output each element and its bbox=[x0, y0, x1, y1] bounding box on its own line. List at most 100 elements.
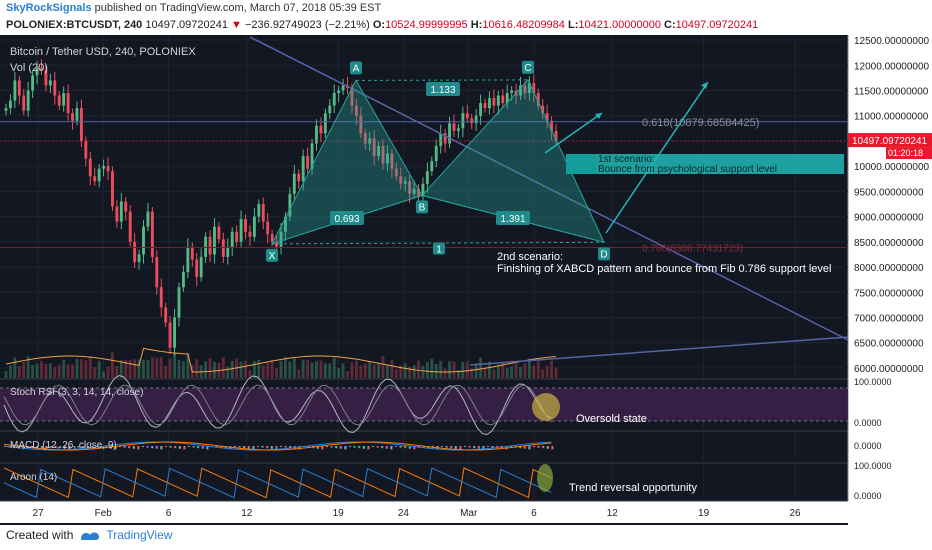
candle-body bbox=[461, 113, 465, 129]
candle-body bbox=[213, 226, 216, 255]
volume-bar bbox=[368, 361, 372, 378]
candle-body bbox=[323, 113, 327, 134]
macd-histogram-bar bbox=[395, 446, 397, 447]
candle-body bbox=[372, 138, 376, 157]
tradingview-link[interactable]: TradingView bbox=[79, 528, 172, 542]
candle-body bbox=[386, 153, 389, 164]
candle-body bbox=[26, 90, 30, 111]
candle-body bbox=[79, 108, 83, 141]
macd-histogram-bar bbox=[178, 446, 181, 449]
volume-bar bbox=[239, 361, 243, 378]
macd-histogram-bar bbox=[450, 446, 453, 449]
candle-body bbox=[102, 166, 106, 169]
x-tick-label: 6 bbox=[531, 508, 537, 519]
volume-bar bbox=[323, 363, 327, 378]
volume-bar bbox=[328, 363, 332, 378]
pattern-point-b: B bbox=[419, 202, 426, 213]
open-label: O: bbox=[372, 19, 386, 31]
candle-body bbox=[430, 161, 434, 172]
candle-body bbox=[119, 201, 123, 222]
macd-histogram-bar bbox=[381, 446, 384, 449]
candle-body bbox=[425, 171, 429, 184]
low-value: 10421.00000000 bbox=[578, 19, 661, 31]
trend-reversal-annotation: Trend reversal opportunity bbox=[569, 482, 697, 494]
volume-bar bbox=[244, 360, 247, 378]
volume-bar bbox=[319, 360, 323, 378]
candle-body bbox=[106, 166, 110, 172]
volume-bar bbox=[137, 359, 141, 378]
candle-body bbox=[319, 125, 323, 134]
macd-histogram-bar bbox=[353, 446, 356, 448]
volume-bar bbox=[341, 363, 345, 378]
stoch-k-line bbox=[3, 375, 552, 436]
volume-bar bbox=[492, 369, 496, 378]
candle-body bbox=[13, 80, 17, 101]
candle-body bbox=[270, 234, 274, 242]
macd-histogram-bar bbox=[50, 446, 52, 447]
aroon-up-line bbox=[3, 467, 552, 499]
x-tick-label: 12 bbox=[607, 508, 619, 519]
candle-body bbox=[244, 219, 247, 232]
volume-bar bbox=[545, 365, 549, 378]
candle-body bbox=[434, 145, 438, 162]
candle-body bbox=[354, 105, 358, 116]
candle-body bbox=[350, 87, 354, 106]
macd-histogram-bar bbox=[546, 446, 549, 449]
candle-body bbox=[439, 133, 443, 146]
pattern-xd-line bbox=[271, 241, 605, 245]
macd-histogram-bar bbox=[468, 446, 471, 448]
volume-bar bbox=[514, 361, 518, 378]
volume-bar bbox=[186, 353, 190, 378]
candle-body bbox=[310, 143, 314, 169]
candle-body bbox=[235, 231, 239, 242]
candle-body bbox=[155, 256, 159, 288]
candle-body bbox=[417, 188, 420, 197]
macd-histogram-bar bbox=[114, 446, 117, 450]
pattern-point-a: A bbox=[353, 63, 360, 74]
candle-body bbox=[88, 158, 92, 177]
candle-body bbox=[261, 203, 265, 222]
macd-histogram-bar bbox=[270, 446, 273, 449]
volume-bar bbox=[248, 370, 252, 378]
volume-bar bbox=[8, 365, 12, 378]
candle-body bbox=[394, 168, 398, 177]
macd-histogram-bar bbox=[408, 446, 411, 449]
candle-body bbox=[164, 307, 168, 323]
volume-bar bbox=[133, 359, 137, 378]
fib-0786-label: 0.786(8388.77431723) bbox=[642, 243, 743, 254]
macd-histogram-bar bbox=[413, 446, 416, 450]
macd-histogram-bar bbox=[376, 446, 379, 448]
candle-body bbox=[456, 128, 460, 131]
macd-histogram-bar bbox=[487, 446, 489, 447]
volume-bar bbox=[84, 360, 88, 378]
candle-body bbox=[266, 221, 270, 235]
macd-histogram-bar bbox=[197, 446, 200, 449]
volume-bar bbox=[532, 365, 536, 378]
macd-histogram-bar bbox=[358, 446, 361, 449]
volume-bar bbox=[102, 371, 106, 378]
tradingview-brand: TradingView bbox=[106, 528, 173, 542]
macd-histogram-bar bbox=[165, 446, 167, 447]
volume-bar bbox=[510, 366, 514, 378]
volume-bar bbox=[310, 362, 314, 378]
volume-bar bbox=[155, 358, 159, 378]
macd-histogram-bar bbox=[445, 446, 448, 448]
pattern-point-d-bg bbox=[598, 247, 610, 261]
volume-bar bbox=[40, 361, 43, 378]
volume-bar bbox=[523, 363, 527, 378]
pattern-point-c: C bbox=[524, 63, 531, 74]
volume-bar bbox=[150, 357, 154, 378]
macd-histogram-bar bbox=[86, 446, 89, 449]
macd-histogram-bar bbox=[533, 446, 535, 447]
candle-body bbox=[150, 211, 154, 257]
volume-bar bbox=[208, 358, 212, 378]
pattern-point-c-bg bbox=[522, 60, 534, 74]
trading-chart[interactable]: 12500.00000000 12000.00000000 11500.000000… bbox=[0, 35, 932, 525]
volume-bar bbox=[181, 361, 185, 378]
candle-body bbox=[221, 239, 225, 257]
macd-histogram-bar bbox=[128, 446, 131, 449]
candle-body bbox=[173, 317, 176, 348]
author-link[interactable]: SkyRockSignals bbox=[6, 2, 92, 14]
volume-bar bbox=[417, 360, 420, 378]
volume-bar bbox=[474, 363, 478, 378]
